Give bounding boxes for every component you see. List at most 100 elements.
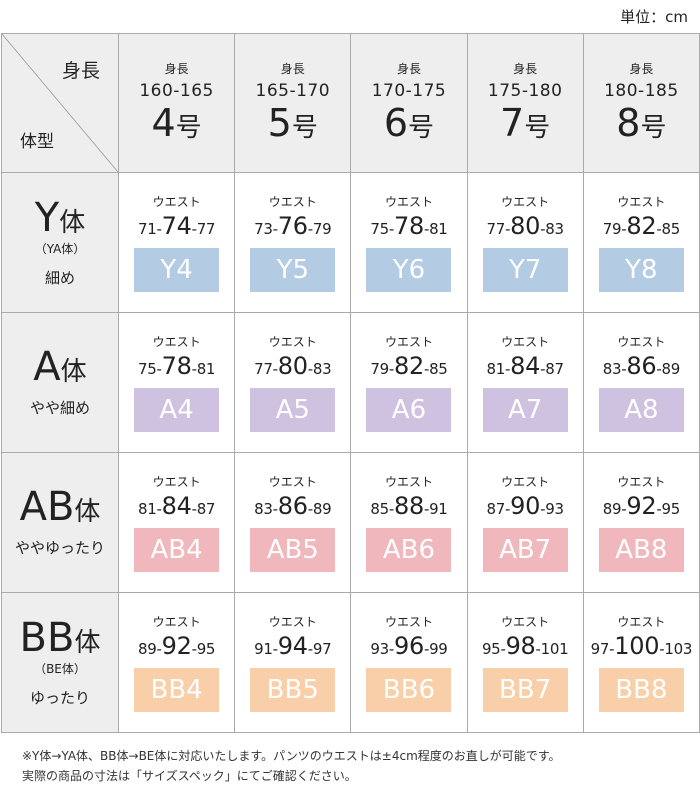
waist-min: 83 <box>254 500 273 518</box>
size-number: 5号 <box>235 101 350 147</box>
waist-max: 85 <box>429 360 448 378</box>
waist-min: 75 <box>137 360 157 378</box>
waist-max: 97 <box>312 640 332 658</box>
body-type-description: やや細め <box>29 399 90 417</box>
waist-max: 87 <box>545 360 564 378</box>
waist-min: 81 <box>486 360 506 378</box>
height-sublabel: 身長 <box>396 61 421 76</box>
waist-label: ウエスト <box>268 615 317 629</box>
size-digit: 8 <box>616 100 641 145</box>
waist-range: 89-92-95 <box>602 492 680 520</box>
size-cell: ウエスト 75-78-81 A4 <box>117 312 236 453</box>
body-type-letter: A <box>33 344 61 390</box>
size-code-badge: A4 <box>134 388 220 432</box>
footnote-line: ※Y体→YA体、BB体→BE体に対応いたします。パンツのウエストは±4cm程度の… <box>22 749 561 763</box>
size-code-badge: Y6 <box>366 248 452 292</box>
size-code-badge: Y7 <box>482 248 568 292</box>
size-cell: ウエスト 91-94-97 BB5 <box>234 592 352 733</box>
waist-mid: 86 <box>277 492 308 520</box>
waist-max: 79 <box>312 220 332 238</box>
waist-min: 89 <box>602 500 622 518</box>
body-type-alias: （BE体） <box>34 661 86 676</box>
size-chart-table: 身長 体型 身長 160-165 4号 身長 165-170 5号 身長 170-1… <box>1 33 700 733</box>
body-type-name: A体 <box>2 347 118 387</box>
waist-mid: 74 <box>161 212 192 240</box>
footnote: ※Y体→YA体、BB体→BE体に対応いたします。パンツのウエストは±4cm程度の… <box>22 746 561 786</box>
waist-max: 93 <box>545 500 564 518</box>
size-cell: ウエスト 89-92-95 AB8 <box>582 452 700 593</box>
body-type-alias: （YA体） <box>34 241 86 256</box>
size-code-badge: A5 <box>250 388 336 432</box>
waist-mid: 100 <box>614 632 660 660</box>
waist-mid: 92 <box>161 632 192 660</box>
waist-range: 79-82-85 <box>370 352 448 380</box>
waist-max: 101 <box>540 640 569 658</box>
waist-label: ウエスト <box>384 475 433 489</box>
waist-min: 83 <box>602 360 622 378</box>
waist-min: 95 <box>481 640 501 658</box>
waist-min: 85 <box>370 500 389 518</box>
waist-max: 81 <box>196 360 216 378</box>
size-header-7: 身長 175-180 7号 <box>466 33 584 173</box>
waist-mid: 86 <box>626 352 657 380</box>
body-type-suffix: 体 <box>74 497 101 527</box>
waist-max: 103 <box>664 640 693 658</box>
size-header-6: 身長 170-175 6号 <box>350 33 468 173</box>
size-code-badge: Y8 <box>598 248 684 292</box>
waist-mid: 92 <box>626 492 657 520</box>
size-cell: ウエスト 79-82-85 Y8 <box>582 172 700 313</box>
waist-range: 85-88-91 <box>370 492 448 520</box>
waist-range: 79-82-85 <box>602 212 680 240</box>
size-digit: 6 <box>383 100 409 145</box>
size-suffix: 号 <box>524 112 551 143</box>
waist-max: 95 <box>661 500 680 518</box>
waist-range: 93-96-99 <box>370 632 448 660</box>
size-cell: ウエスト 81-84-87 A7 <box>466 312 584 453</box>
height-label: 身長 <box>61 60 100 82</box>
waist-max: 85 <box>661 220 680 238</box>
size-code-badge: Y4 <box>134 248 220 292</box>
size-code-badge: A8 <box>598 388 684 432</box>
waist-label: ウエスト <box>268 475 317 489</box>
unit-label: 単位：cm <box>620 8 688 26</box>
body-type-header: AB体 ややゆったり <box>1 452 119 593</box>
waist-range: 81-84-87 <box>137 492 216 520</box>
waist-min: 71 <box>137 220 157 238</box>
size-number: 6号 <box>351 101 466 147</box>
size-suffix: 号 <box>408 112 435 143</box>
body-type-letter: AB <box>19 484 75 530</box>
body-type-letter: Y <box>34 194 60 241</box>
body-type-row-y: Y体 （YA体） 細め ウエスト 71-74-77 Y4 ウエスト 73-76-… <box>1 172 700 313</box>
body-type-row-bb: BB体 （BE体） ゆったり ウエスト 89-92-95 BB4 ウエスト 91… <box>1 592 700 733</box>
size-cell: ウエスト 89-92-95 BB4 <box>117 592 236 733</box>
body-type-letter: BB <box>19 614 75 661</box>
waist-min: 81 <box>137 500 157 518</box>
body-type-header: A体 やや細め <box>1 312 119 453</box>
waist-max: 95 <box>196 640 216 658</box>
body-type-header: BB体 （BE体） ゆったり <box>1 592 119 733</box>
waist-min: 89 <box>137 640 157 658</box>
waist-label: ウエスト <box>268 195 317 209</box>
size-header-4: 身長 160-165 4号 <box>117 33 236 173</box>
size-code-badge: BB5 <box>250 668 336 712</box>
size-suffix: 号 <box>175 112 202 143</box>
size-code-badge: AB8 <box>598 528 684 572</box>
size-code-badge: BB8 <box>598 668 684 712</box>
body-type-suffix: 体 <box>59 207 86 238</box>
waist-max: 83 <box>312 360 332 378</box>
size-cell: ウエスト 71-74-77 Y4 <box>117 172 236 313</box>
body-type-header: Y体 （YA体） 細め <box>1 172 119 313</box>
waist-min: 91 <box>254 640 273 658</box>
body-type-name: Y体 <box>2 198 118 238</box>
size-cell: ウエスト 97-100-103 BB8 <box>582 592 700 733</box>
waist-label: ウエスト <box>617 475 666 489</box>
waist-mid: 88 <box>393 492 424 520</box>
waist-label: ウエスト <box>501 475 550 489</box>
body-type-row-ab: AB体 ややゆったり ウエスト 81-84-87 AB4 ウエスト 83-86-… <box>1 452 700 593</box>
size-code-badge: BB6 <box>366 668 452 712</box>
waist-label: ウエスト <box>152 335 201 349</box>
body-type-suffix: 体 <box>74 627 101 658</box>
waist-range: 77-80-83 <box>486 212 564 240</box>
size-digit: 5 <box>267 100 292 145</box>
size-cell: ウエスト 81-84-87 AB4 <box>117 452 236 593</box>
